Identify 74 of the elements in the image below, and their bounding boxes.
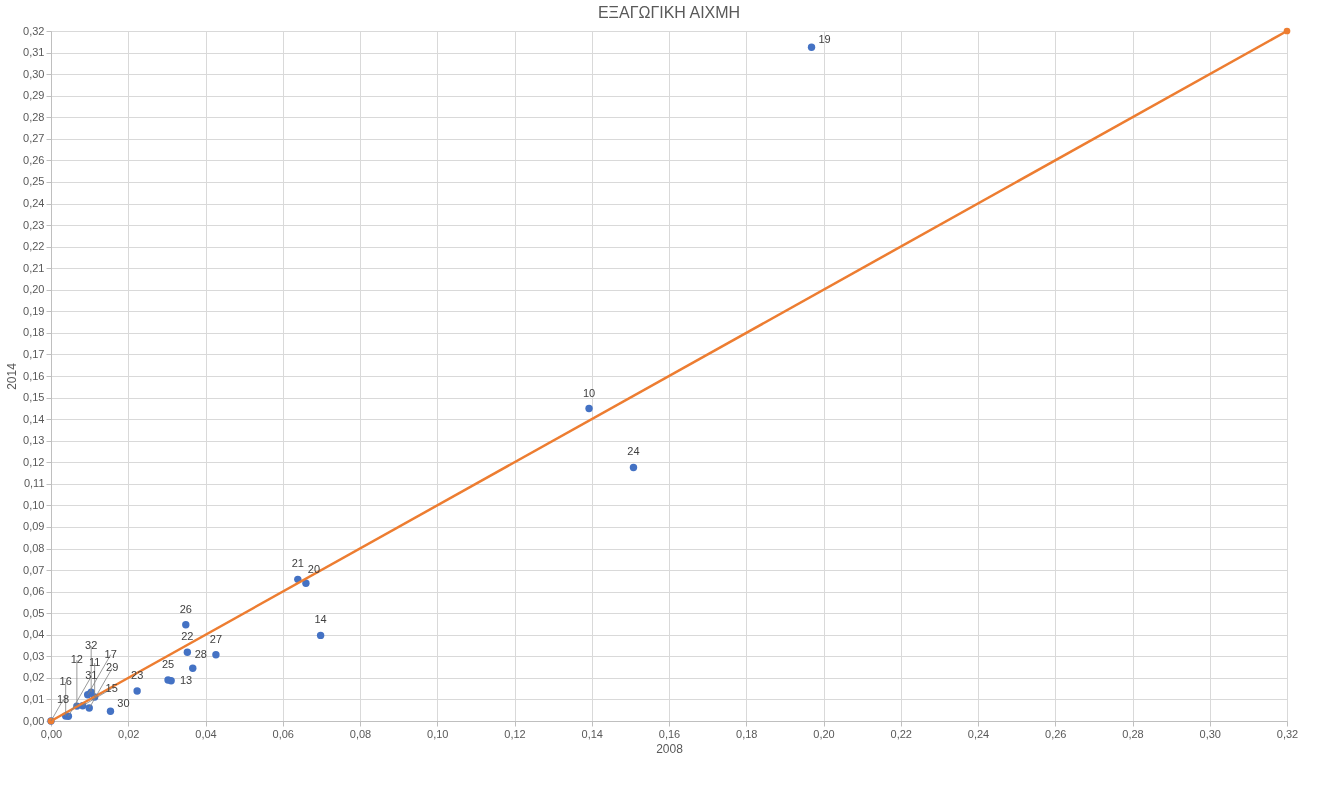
y-tick-label: 0,23 bbox=[23, 218, 45, 231]
x-tick-label: 0,02 bbox=[118, 727, 140, 740]
annotation: 12 bbox=[70, 653, 83, 666]
annotation: 32 bbox=[85, 639, 98, 652]
y-tick-label: 0,18 bbox=[23, 326, 45, 339]
annotation: 21 bbox=[291, 557, 304, 570]
chart-title: ΕΞΑΓΩΓΙΚΗ ΑΙΧΜΗ bbox=[597, 4, 741, 21]
x-tick-label: 0,10 bbox=[427, 727, 449, 740]
x-tick-label: 0,16 bbox=[658, 727, 681, 740]
x-tick-label: 0,22 bbox=[890, 727, 912, 740]
annotation: 10 bbox=[582, 386, 596, 399]
annotation: 17 bbox=[104, 647, 117, 660]
annotation: 27 bbox=[209, 632, 223, 645]
annotation: 14 bbox=[314, 613, 327, 626]
annotation: 18 bbox=[56, 693, 70, 705]
annotation: 24 bbox=[627, 445, 640, 458]
annotation: 31 bbox=[85, 669, 98, 682]
y-tick-label: 0,27 bbox=[23, 132, 45, 145]
y-tick-label: 0,20 bbox=[23, 283, 45, 296]
x-tick-label: 0,00 bbox=[40, 727, 63, 740]
y-tick-label: 0,24 bbox=[23, 197, 45, 209]
y-tick-label: 0,26 bbox=[23, 153, 45, 166]
y-tick-label: 0,30 bbox=[23, 67, 45, 80]
y-tick-label: 0,09 bbox=[23, 520, 45, 533]
x-tick-label: 0,26 bbox=[1045, 727, 1067, 740]
x-tick-label: 0,12 bbox=[504, 727, 526, 740]
y-tick-label: 0,21 bbox=[23, 261, 45, 274]
y-tick-label: 0,03 bbox=[23, 649, 45, 662]
x-axis-title: 2008 bbox=[656, 741, 684, 756]
annotation: 13 bbox=[180, 673, 193, 686]
y-tick-label: 0,22 bbox=[23, 240, 45, 253]
annotation: 22 bbox=[181, 630, 194, 643]
y-tick-label: 0,05 bbox=[23, 606, 45, 619]
y-axis-title: 2014 bbox=[5, 362, 20, 390]
x-tick-label: 0,18 bbox=[736, 727, 758, 740]
y-tick-label: 0,15 bbox=[23, 391, 45, 404]
y-tick-label: 0,29 bbox=[23, 89, 45, 102]
annotation: 20 bbox=[307, 563, 321, 576]
x-tick-label: 0,28 bbox=[1122, 727, 1144, 740]
x-tick-label: 0,08 bbox=[349, 727, 372, 740]
x-tick-label: 0,24 bbox=[967, 727, 990, 740]
annotation: 26 bbox=[179, 602, 192, 615]
annotation: 16 bbox=[59, 675, 72, 688]
y-tick-label: 0,11 bbox=[23, 477, 45, 490]
y-tick-label: 0,32 bbox=[23, 24, 45, 37]
y-tick-label: 0,06 bbox=[23, 585, 45, 598]
y-tick-label: 0,13 bbox=[23, 434, 45, 447]
x-tick-label: 0,06 bbox=[272, 727, 294, 740]
y-tick-label: 0,31 bbox=[23, 46, 45, 59]
x-tick-label: 0,04 bbox=[195, 727, 217, 740]
x-tick-label: 0,14 bbox=[581, 727, 603, 740]
y-tick-label: 0,02 bbox=[23, 671, 45, 684]
x-tick-label: 0,20 bbox=[813, 727, 835, 740]
y-tick-label: 0,04 bbox=[23, 628, 45, 641]
y-tick-label: 0,17 bbox=[23, 347, 45, 360]
y-tick-label: 0,07 bbox=[23, 563, 45, 576]
annotation: 25 bbox=[161, 658, 175, 671]
y-tick-label: 0,10 bbox=[23, 498, 45, 511]
y-tick-label: 0,08 bbox=[23, 542, 45, 554]
y-tick-label: 0,25 bbox=[23, 175, 45, 188]
y-tick-label: 0,19 bbox=[23, 304, 45, 317]
x-tick-label: 0,32 bbox=[1276, 727, 1299, 740]
annotation: 29 bbox=[106, 661, 119, 674]
y-tick-label: 0,16 bbox=[23, 369, 45, 382]
annotation: 19 bbox=[818, 33, 831, 46]
y-tick-label: 0,00 bbox=[23, 714, 45, 727]
annotation: 30 bbox=[117, 697, 130, 710]
x-tick-label: 0,30 bbox=[1199, 727, 1221, 740]
y-tick-label: 0,01 bbox=[23, 692, 45, 705]
y-tick-label: 0,28 bbox=[23, 110, 45, 123]
y-tick-label: 0,12 bbox=[23, 455, 45, 468]
annotation: 11 bbox=[88, 656, 101, 669]
y-tick-label: 0,14 bbox=[23, 412, 45, 425]
annotation: 28 bbox=[194, 648, 207, 661]
